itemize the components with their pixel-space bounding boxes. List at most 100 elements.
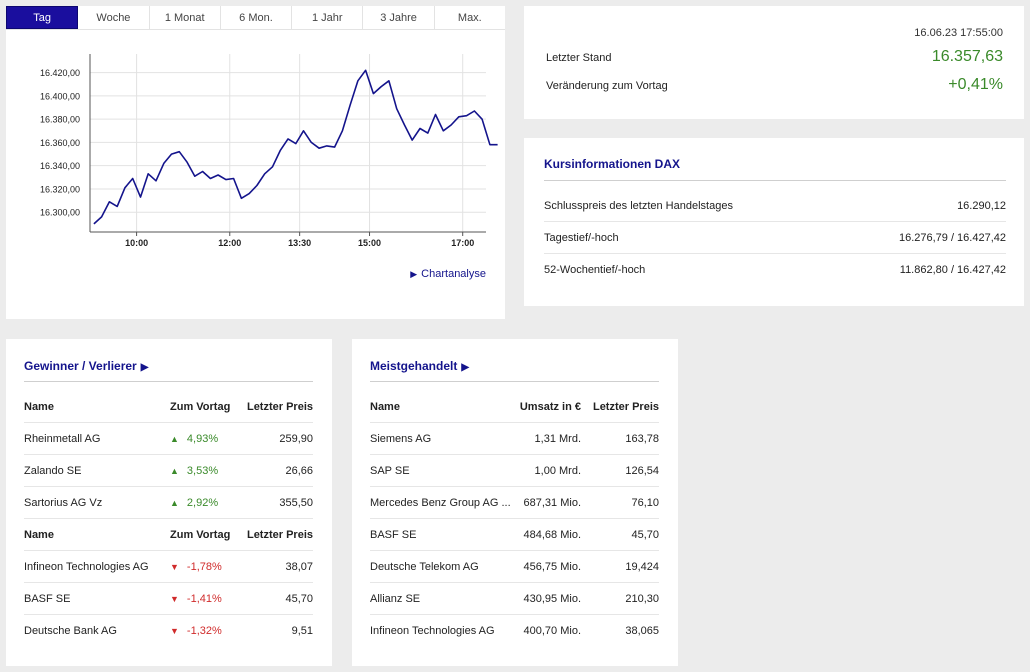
change-value: 2,92%	[186, 496, 219, 509]
tab-woche[interactable]: Woche	[78, 6, 150, 29]
table-row[interactable]: Sartorius AG Vz ▲ 2,92% 355,50	[24, 487, 313, 519]
table-row[interactable]: Mercedes Benz Group AG ... 687,31 Mio. 7…	[370, 487, 659, 519]
tab-max[interactable]: Max.	[457, 11, 482, 24]
table-row[interactable]: Deutsche Telekom AG 456,75 Mio. 19,424	[370, 551, 659, 583]
stock-name[interactable]: Rheinmetall AG	[24, 432, 101, 445]
info-label: Tagestief/-hoch	[544, 231, 619, 244]
change-row: Veränderung zum Vortag +0,41%	[546, 76, 1003, 94]
tab-tag[interactable]: Tag	[6, 6, 79, 29]
table-row[interactable]: Infineon Technologies AG ▼ -1,78% 38,07	[24, 551, 313, 583]
volume-value: 1,31 Mrd.	[534, 432, 581, 445]
price-value: 126,54	[625, 464, 659, 477]
most-traded-title-text: Meistgehandelt	[370, 359, 458, 373]
change-value: +0,41%	[948, 76, 1003, 93]
table-header: Name Umsatz in € Letzter Preis	[370, 391, 659, 423]
header-price: Letzter Preis	[246, 400, 313, 413]
gainers-losers-title-text: Gewinner / Verlierer	[24, 359, 137, 373]
stock-name[interactable]: Deutsche Bank AG	[24, 625, 117, 637]
x-tick-label: 13:30	[288, 238, 311, 248]
header-price: Letzter Preis	[592, 400, 659, 413]
y-tick-label: 16.380,00	[40, 115, 80, 125]
triangle-down-icon: ▼	[170, 626, 179, 636]
volume-value: 687,31 Mio.	[523, 496, 581, 509]
intraday-chart: 16.300,00 16.320,00 16.340,00 16.360,00 16.3…	[40, 54, 498, 248]
stock-name[interactable]: Infineon Technologies AG	[24, 560, 149, 573]
volume-value: 400,70 Mio.	[523, 625, 581, 637]
stock-name[interactable]: Allianz SE	[370, 592, 421, 605]
price-value: 38,07	[285, 560, 313, 573]
info-row: Schlusspreis des letzten Handelstages 16…	[544, 190, 1006, 222]
stock-name[interactable]: Siemens AG	[370, 432, 432, 445]
divider	[24, 381, 313, 382]
triangle-down-icon: ▼	[170, 561, 179, 572]
y-tick-label: 16.320,00	[40, 184, 80, 194]
table-row[interactable]: Deutsche Bank AG ▼ -1,32% 9,51	[24, 615, 313, 647]
volume-value: 484,68 Mio.	[523, 528, 581, 541]
stock-name[interactable]: Deutsche Telekom AG	[370, 560, 479, 573]
stock-name[interactable]: Mercedes Benz Group AG ...	[370, 496, 510, 509]
stock-name[interactable]: SAP SE	[370, 464, 410, 477]
triangle-up-icon: ▲	[170, 433, 179, 444]
change-value: -1,78%	[186, 560, 222, 573]
y-tick-label: 16.300,00	[40, 208, 80, 218]
quote-panel: 16.06.23 17:55:00 Letzter Stand 16.357,6…	[524, 6, 1024, 119]
header-name: Name	[24, 528, 54, 541]
table-row[interactable]: Siemens AG 1,31 Mrd. 163,78	[370, 423, 659, 455]
info-label: 52-Wochentief/-hoch	[544, 264, 646, 276]
series-line	[93, 69, 498, 225]
tab-1-jahr[interactable]: 1 Jahr	[292, 6, 364, 29]
tab-3-jahre[interactable]: 3 Jahre	[363, 6, 435, 29]
table-header: Name Zum Vortag Letzter Preis	[24, 391, 313, 423]
most-traded-panel: Meistgehandelt ▶ Name Umsatz in € Letzter…	[352, 339, 678, 666]
y-tick-label: 16.400,00	[40, 91, 80, 101]
play-icon: ▶	[410, 269, 418, 279]
table-row[interactable]: Allianz SE 430,95 Mio. 210,30	[370, 583, 659, 615]
change-value: -1,32%	[186, 625, 222, 637]
table-row[interactable]: BASF SE 484,68 Mio. 45,70	[370, 519, 659, 551]
stock-name[interactable]: BASF SE	[24, 592, 71, 605]
play-icon: ▶	[140, 362, 149, 373]
header-name: Name	[24, 400, 54, 413]
price-value: 45,70	[631, 528, 659, 541]
last-value-row: Letzter Stand 16.357,63	[546, 48, 1003, 66]
triangle-up-icon: ▲	[170, 497, 179, 508]
gainers-losers-title[interactable]: Gewinner / Verlierer ▶	[24, 359, 148, 373]
chartanalyse-label: Chartanalyse	[421, 268, 486, 280]
table-row[interactable]: SAP SE 1,00 Mrd. 126,54	[370, 455, 659, 487]
tab-1-monat[interactable]: 1 Monat	[150, 6, 221, 29]
tab-6-mon[interactable]: 6 Mon.	[221, 6, 293, 29]
chartanalyse-link[interactable]: ▶ Chartanalyse	[410, 268, 486, 280]
price-value: 45,70	[285, 592, 313, 605]
price-value: 355,50	[279, 496, 313, 509]
play-icon: ▶	[461, 362, 470, 373]
timeframe-tabs: Tag Woche 1 Monat 6 Mon. 1 Jahr 3 Jahre …	[6, 6, 505, 30]
header-price: Letzter Preis	[246, 528, 313, 541]
gainers-losers-panel: Gewinner / Verlierer ▶ Name Zum Vortag Le…	[6, 339, 332, 666]
price-value: 26,66	[285, 464, 313, 477]
price-value: 259,90	[279, 432, 313, 445]
table-row[interactable]: Infineon Technologies AG 400,70 Mio. 38,…	[370, 615, 659, 647]
stock-name[interactable]: BASF SE	[370, 528, 417, 541]
x-tick-label: 17:00	[451, 238, 474, 248]
header-name: Name	[370, 400, 400, 413]
quote-timestamp: 16.06.23 17:55:00	[914, 27, 1003, 39]
info-value: 16.276,79 / 16.427,42	[898, 231, 1006, 244]
kursinformationen-title: Kursinformationen DAX	[544, 157, 681, 171]
stock-name[interactable]: Sartorius AG Vz	[24, 496, 103, 509]
volume-value: 456,75 Mio.	[523, 560, 581, 573]
y-tick-label: 16.340,00	[40, 161, 80, 171]
table-header: Name Zum Vortag Letzter Preis	[24, 519, 313, 551]
info-value: 11.862,80 / 16.427,42	[899, 264, 1006, 276]
info-row: Tagestief/-hoch 16.276,79 / 16.427,42	[544, 222, 1006, 254]
stock-name[interactable]: Zalando SE	[24, 464, 82, 477]
table-row[interactable]: BASF SE ▼ -1,41% 45,70	[24, 583, 313, 615]
most-traded-title[interactable]: Meistgehandelt ▶	[370, 359, 469, 373]
header-change: Zum Vortag	[170, 528, 231, 541]
table-row[interactable]: Zalando SE ▲ 3,53% 26,66	[24, 455, 313, 487]
x-tick-label: 10:00	[125, 238, 148, 248]
table-row[interactable]: Rheinmetall AG ▲ 4,93% 259,90	[24, 423, 313, 455]
stock-name[interactable]: Infineon Technologies AG	[370, 625, 495, 637]
change-value: 4,93%	[186, 432, 219, 445]
info-label: Schlusspreis des letzten Handelstages	[544, 199, 733, 212]
price-value: 19,424	[625, 560, 659, 573]
